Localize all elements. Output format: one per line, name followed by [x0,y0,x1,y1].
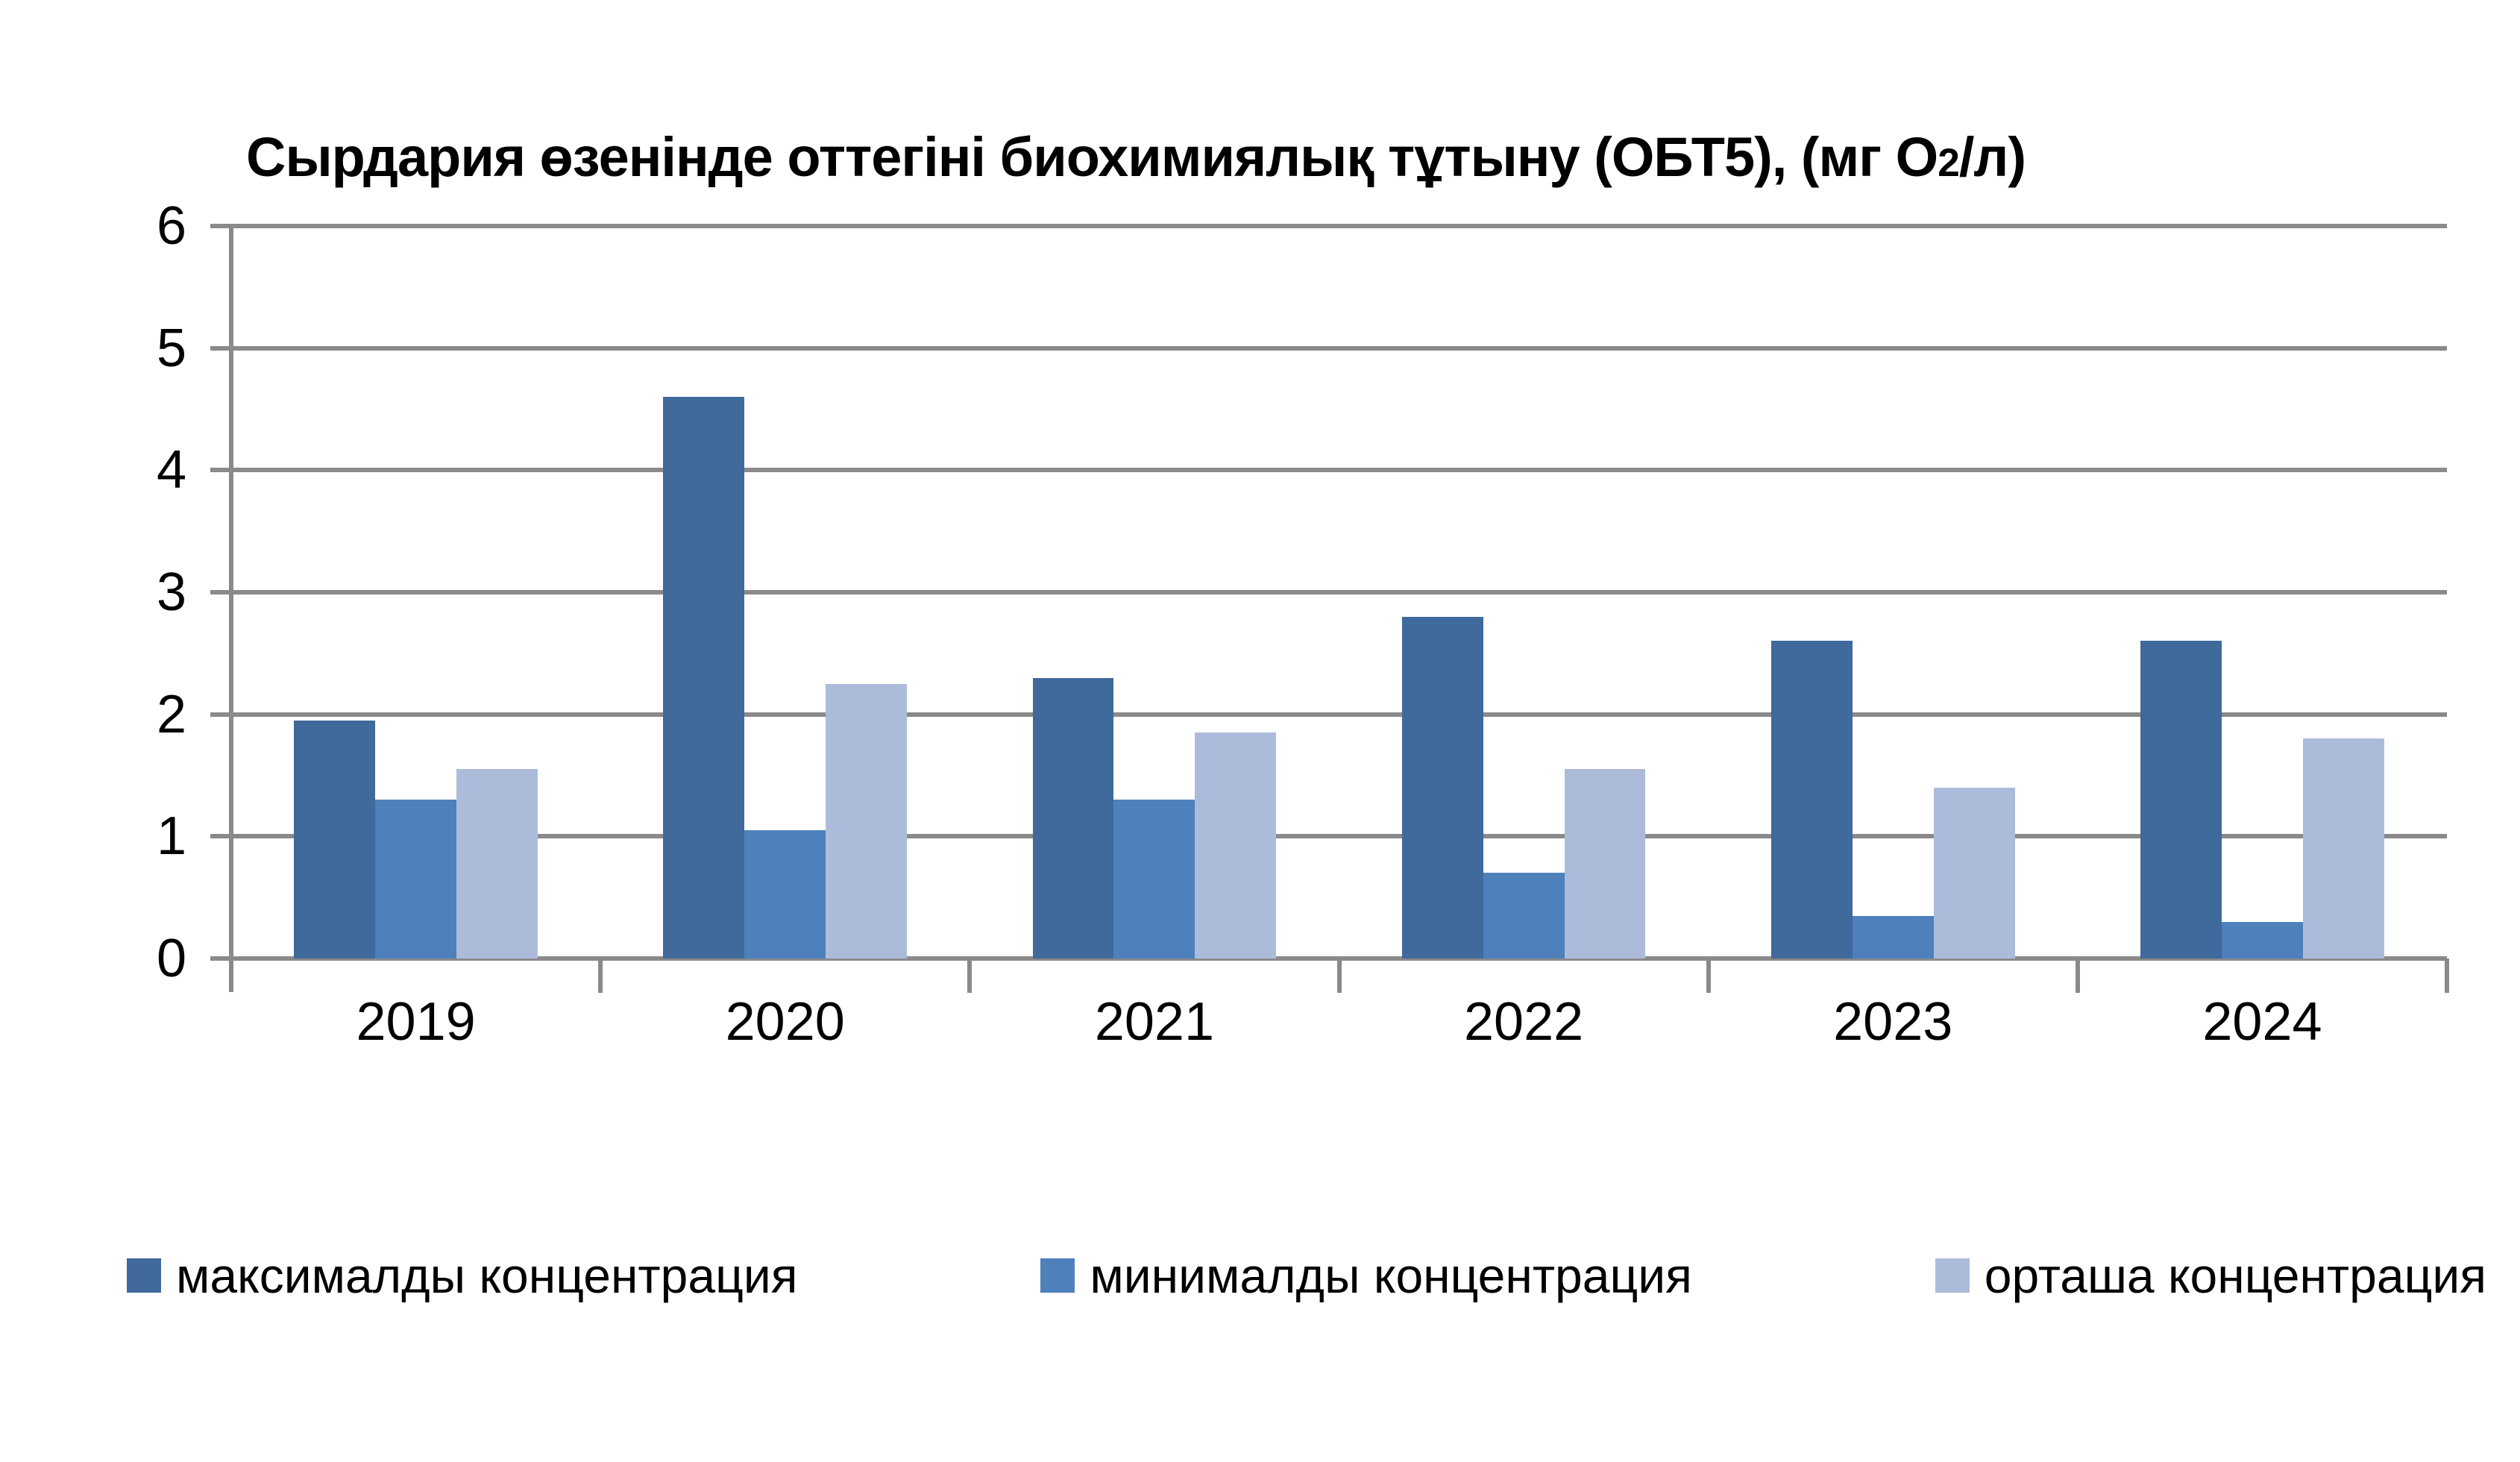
x-axis-tick [1706,959,1711,993]
x-axis-tick [2445,959,2449,993]
bar-series0-2023 [1770,641,1853,959]
bar-series2-2021 [1195,732,1277,959]
bar-series0-2019 [294,720,376,959]
bar-series0-2024 [2140,641,2222,959]
legend: максималды концентрация минималды концен… [127,1247,2486,1304]
gridline-y0 [210,956,2447,961]
gridline-y2 [210,712,2447,717]
legend-label-min: минималды концентрация [1090,1248,1692,1303]
legend-item-max: максималды концентрация [127,1247,797,1304]
bar-group-2023 [1709,226,2078,959]
bar-series2-2024 [2302,738,2384,959]
x-axis-tick [967,959,973,993]
x-tick-label-2019: 2019 [356,992,476,1052]
y-tick-label-4: 4 [156,440,186,501]
y-tick-label-5: 5 [156,318,186,378]
chart-title: Сырдария өзенінде оттегіні биохимиялық т… [246,125,2026,189]
bar-series1-2023 [1852,915,1934,959]
legend-swatch-avg [1935,1258,1970,1293]
bar-group-2021 [970,226,1339,959]
bar-group-2024 [2078,226,2447,959]
x-tick-label-2020: 2020 [725,992,845,1052]
gridline-y4 [210,468,2447,473]
bar-group-2022 [1339,226,1709,959]
legend-swatch-max [127,1258,161,1293]
legend-item-min: минималды концентрация [1040,1247,1692,1304]
x-axis-tick [1336,959,1342,993]
x-axis-tick [2075,959,2080,993]
y-tick-label-1: 1 [156,806,186,867]
chart-title-main: Сырдария өзенінде оттегіні биохимиялық т… [246,126,1938,188]
gridline-y3 [210,590,2447,594]
legend-label-avg: орташа концентрация [1984,1248,2486,1303]
bar-group-2020 [600,226,970,959]
x-tick-label-2024: 2024 [2202,992,2322,1052]
legend-label-max: максималды концентрация [176,1248,798,1303]
x-tick-label-2021: 2021 [1094,992,1214,1052]
bar-series1-2022 [1483,873,1565,959]
bar-series1-2020 [744,830,826,959]
y-tick-label-6: 6 [156,196,186,256]
y-tick-label-0: 0 [156,929,186,988]
bar-series2-2022 [1564,769,1646,959]
bar-series0-2022 [1401,616,1483,959]
bar-series1-2019 [375,800,457,959]
plot-area [210,224,2449,993]
gridline-y5 [210,345,2447,351]
bar-series1-2021 [1113,800,1195,959]
bar-series2-2023 [1933,787,2015,959]
x-axis-tick [598,959,603,993]
chart-title-end: /л) [1958,126,2026,188]
y-tick-label-2: 2 [156,684,186,744]
bar-series2-2019 [456,769,538,959]
bar-series0-2021 [1032,677,1114,959]
gridline-y6 [210,224,2447,228]
chart-title-subscript: 2 [1938,141,1960,185]
bar-group-2019 [231,226,600,959]
legend-item-avg: орташа концентрация [1935,1247,2486,1304]
x-tick-label-2023: 2023 [1833,992,1953,1052]
gridline-y1 [210,834,2447,839]
bar-series0-2020 [663,397,745,959]
bar-series2-2020 [826,683,908,959]
y-axis-line [229,226,233,992]
y-tick-label-3: 3 [156,562,186,622]
bar-series1-2024 [2221,921,2303,959]
legend-swatch-min [1040,1258,1075,1293]
x-tick-label-2022: 2022 [1463,992,1584,1052]
